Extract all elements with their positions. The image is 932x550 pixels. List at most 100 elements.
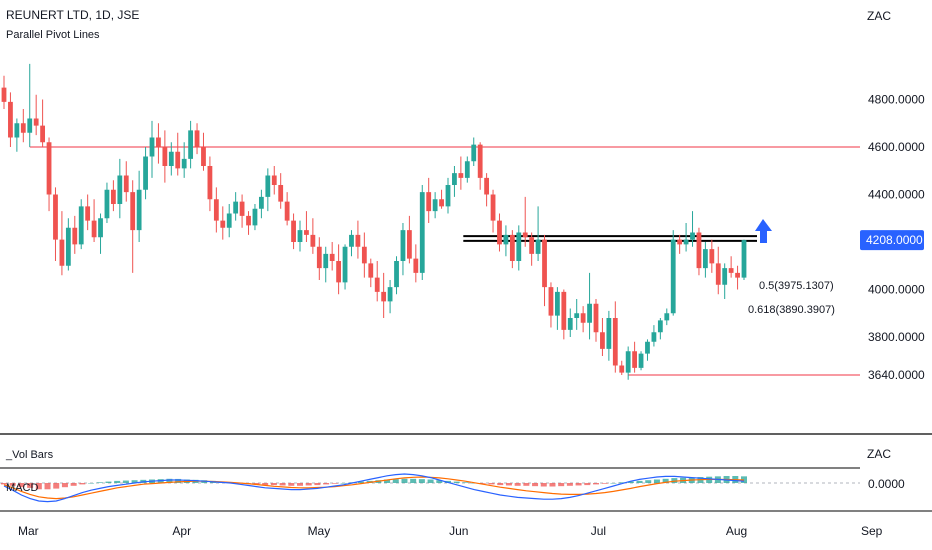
candle[interactable] [336,244,342,295]
candle[interactable] [201,132,206,171]
candle[interactable] [59,211,65,276]
candle[interactable] [606,310,612,361]
candle[interactable] [516,225,522,271]
candle[interactable] [709,239,715,273]
candle[interactable] [374,261,380,302]
candle[interactable] [471,137,477,167]
candle[interactable] [213,187,219,233]
candle[interactable] [600,318,605,356]
candle[interactable] [65,218,71,271]
candles[interactable] [1,63,747,380]
candle[interactable] [117,158,123,219]
candle[interactable] [664,308,670,326]
candle[interactable] [574,299,580,330]
candle[interactable] [580,306,586,333]
candle[interactable] [278,173,284,209]
candle[interactable] [188,120,194,169]
candle[interactable] [625,346,631,380]
candle[interactable] [149,120,155,178]
candle[interactable] [162,130,168,183]
candle[interactable] [728,256,734,278]
candle[interactable] [490,189,496,233]
candle[interactable] [593,299,599,342]
candle[interactable] [53,187,58,261]
candle[interactable] [14,118,20,152]
candle[interactable] [670,230,676,316]
candle[interactable] [110,180,116,212]
candle[interactable] [123,161,129,202]
candle[interactable] [657,318,663,340]
candle[interactable] [567,308,573,338]
candle[interactable] [20,109,26,143]
candle[interactable] [368,258,374,288]
candle[interactable] [239,194,245,228]
candle[interactable] [233,192,239,221]
candle[interactable] [497,213,502,252]
candle[interactable] [98,213,103,254]
candle[interactable] [349,230,354,257]
candle[interactable] [394,256,399,295]
candle[interactable] [27,63,33,147]
candle[interactable] [104,182,110,223]
candle[interactable] [72,215,78,254]
candle[interactable] [316,237,322,280]
candle[interactable] [252,204,258,231]
candle[interactable] [297,220,303,252]
candle[interactable] [271,166,277,195]
candle[interactable] [387,280,393,314]
candle[interactable] [587,272,592,340]
candle[interactable] [741,239,747,280]
candle[interactable] [561,289,567,340]
candle[interactable] [291,213,296,250]
symbol-title[interactable]: REUNERT LTD, 1D, JSE [6,8,139,22]
candle[interactable] [683,223,689,252]
candle[interactable] [46,137,52,212]
candle[interactable] [548,282,554,328]
candle[interactable] [361,232,367,278]
candle[interactable] [503,225,509,257]
candle[interactable] [323,246,329,283]
candle[interactable] [40,99,46,148]
candle[interactable] [651,325,657,347]
candle[interactable] [78,199,84,250]
candle[interactable] [458,156,464,190]
candle[interactable] [715,246,721,295]
candle[interactable] [406,215,412,264]
candle[interactable] [542,234,547,307]
candle[interactable] [677,234,683,254]
candle[interactable] [632,341,638,373]
candle[interactable] [464,156,470,183]
candle[interactable] [304,211,309,242]
candle[interactable] [381,272,387,318]
candle[interactable] [419,185,425,280]
candle[interactable] [439,189,444,209]
candle[interactable] [226,204,232,238]
candle[interactable] [8,92,13,147]
candle[interactable] [477,142,483,190]
candle[interactable] [638,351,644,371]
main-pane[interactable] [0,0,860,434]
candle[interactable] [310,218,316,254]
candle[interactable] [329,242,335,271]
candle[interactable] [509,230,515,269]
candle[interactable] [220,206,226,240]
candle[interactable] [284,192,290,226]
candle[interactable] [175,132,181,176]
candle[interactable] [619,360,625,375]
price-axis[interactable]: 3640.0000 3800.0000 4000.0000 4400.0000 4600… [868,93,925,383]
candle[interactable] [413,244,419,283]
candle[interactable] [136,170,142,242]
candle[interactable] [265,168,271,212]
candle[interactable] [612,301,618,373]
candle[interactable] [535,206,541,261]
candle[interactable] [484,173,490,207]
candle[interactable] [702,242,708,278]
time-axis[interactable]: Mar Apr May Jun Jul Aug Sep [18,524,883,538]
candle[interactable] [85,194,91,231]
candle[interactable] [722,263,728,299]
candle[interactable] [207,156,213,212]
candle[interactable] [426,177,432,223]
candle[interactable] [156,123,161,164]
indicator-name[interactable]: Parallel Pivot Lines [6,29,100,41]
candle[interactable] [735,265,740,290]
